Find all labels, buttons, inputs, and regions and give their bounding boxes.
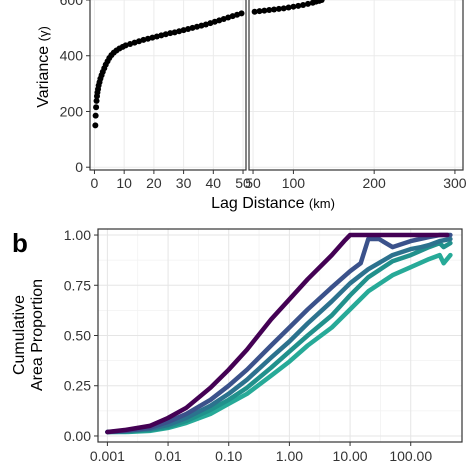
panel-a-data-point (92, 122, 99, 129)
panel-a-x-tick-label: 300 (443, 175, 467, 191)
panel-b-x-tick-label: 100.00 (389, 448, 432, 464)
panel-a-x-tick-label: 40 (206, 175, 222, 191)
panel-a-x-axis-title: Lag Distance (km) (211, 195, 335, 212)
panel-b-series-line-1 (105, 232, 450, 435)
panel-a-right-frame (248, 0, 464, 171)
panel-b-y-tick-label: 0.00 (64, 428, 91, 444)
panel-a-x-tick-label: 100 (282, 175, 306, 191)
panel-b-series-line-2 (105, 232, 453, 435)
panel-a-data-point (92, 112, 99, 119)
panel-a-data-point (295, 2, 302, 9)
panel-b-x-tick-label: 10.00 (333, 448, 368, 464)
panel-a-x-tick-label: 10 (116, 175, 132, 191)
panel-a-y-axis-title: Variance (γ) (35, 26, 52, 108)
panel-b-y-axis-title-line-2: Area Proportion (29, 279, 46, 391)
panel-a-y-tick-label: 200 (60, 103, 84, 119)
panel-a-x-axis-title-unit: (km) (309, 196, 335, 211)
panel-b-letter: b (12, 228, 28, 258)
panel-b-y-tick-label: 1.00 (64, 227, 91, 243)
panel-a-x-tick-label: 50 (245, 175, 261, 191)
panel-b-y-tick-label: 0.25 (64, 378, 91, 394)
panel-a-x-tick-label: 30 (176, 175, 192, 191)
panel-a-data-point (271, 6, 278, 13)
panel-a-data-point (318, 0, 325, 3)
panel-b-y-tick-label: 0.75 (64, 277, 91, 293)
panel-b-series-line-3 (105, 236, 453, 435)
panel-a-data-point (280, 5, 287, 12)
panel-a-data-point (304, 0, 311, 7)
panel-b-x-tick-label: 1.00 (276, 448, 303, 464)
panel-a-x-axis-title-text: Lag Distance (211, 195, 309, 212)
panel-a-left-frame (89, 0, 247, 171)
panel-a-data-point (261, 7, 268, 14)
panel-a-y-tick-label: 0 (75, 159, 83, 175)
panel-a-data-point (275, 5, 282, 12)
panel-a-data-point (266, 7, 273, 14)
panel-a-data-point (93, 104, 100, 111)
panel-a-data-point (251, 8, 258, 15)
panel-a-x-tick-label: 0 (91, 175, 99, 191)
panel-b-y-tick-label: 0.50 (64, 328, 91, 344)
panel-a-data-point (300, 2, 307, 9)
panel-a-data-point (93, 97, 100, 104)
panel-b-x-tick-label: 0.10 (215, 448, 242, 464)
panel-a-y-axis-title-unit: (γ) (36, 26, 51, 41)
panel-a-data-point (285, 4, 292, 11)
panel-b-x-tick-label: 0.01 (154, 448, 181, 464)
panel-a-data-point (238, 10, 245, 17)
panel-a-x-tick-label: 200 (362, 175, 386, 191)
panel-a-data-point (167, 30, 174, 37)
panel-b-cumulative-area: 0.001 0.01 0.10 1.00 10.00 100.00 0.00 0.25 0.50… (11, 227, 463, 464)
panel-a-x-tick-label: 20 (146, 175, 162, 191)
panel-a-y-tick-label: 400 (60, 48, 84, 64)
panel-b-y-axis-title: CumulativeArea Proportion (11, 279, 46, 391)
panel-a-y-tick-label: 600 (60, 0, 84, 8)
panel-a-data-point (256, 8, 263, 15)
panel-b-y-axis-title-line-1: Cumulative (11, 295, 28, 375)
panel-a-x-tick-label: 50 (235, 175, 251, 191)
panel-b-x-tick-label: 0.001 (90, 448, 125, 464)
panel-a-data-point (290, 3, 297, 10)
panel-a-y-axis-title-text: Variance (35, 41, 52, 107)
